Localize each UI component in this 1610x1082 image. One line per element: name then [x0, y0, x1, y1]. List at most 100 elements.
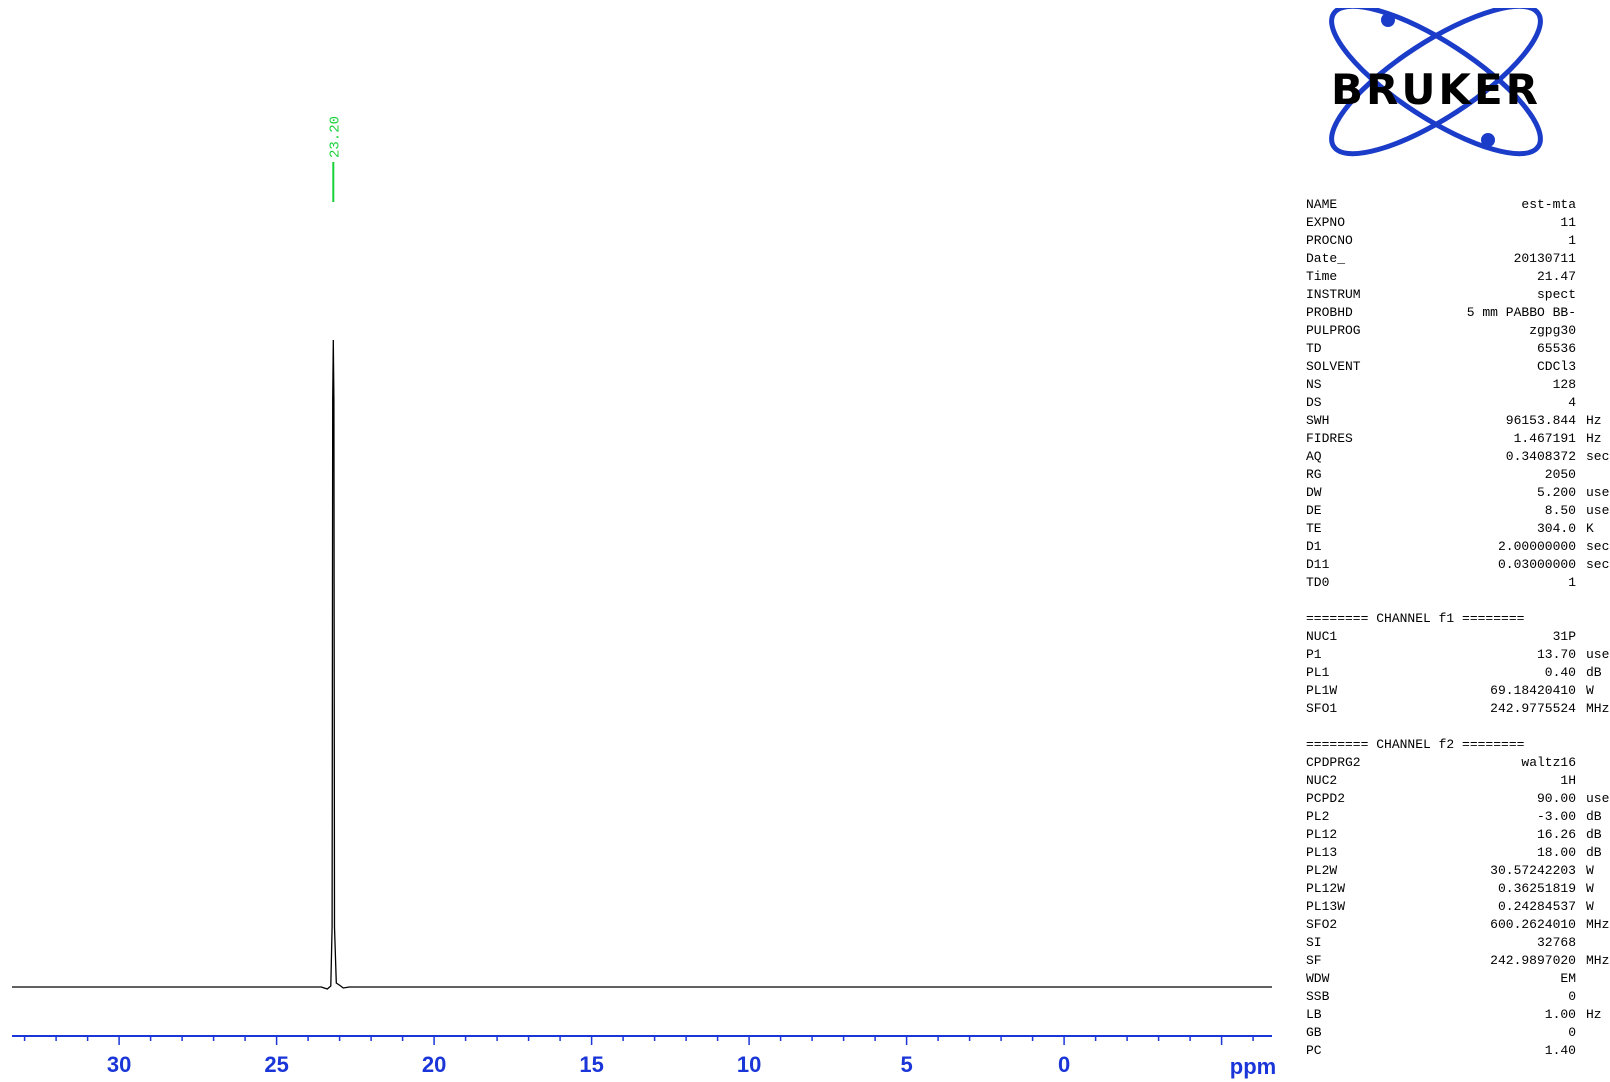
param-value: 0.36251819: [1497, 881, 1576, 896]
param-name: Date_: [1306, 251, 1346, 266]
param-name: PL2W: [1306, 863, 1338, 878]
param-row: SOLVENT CDCl3: [1306, 358, 1610, 376]
param-row: PCPD2 90.00 usec: [1306, 790, 1610, 808]
param-row: NUC1 31P: [1306, 628, 1610, 646]
param-row: CPDPRG2 waltz16: [1306, 754, 1610, 772]
param-value: 0: [1568, 1025, 1576, 1040]
param-value: 5.200: [1536, 485, 1576, 500]
peak-label: 23.20: [327, 116, 343, 158]
param-unit: Hz: [1586, 431, 1602, 446]
param-value: 4: [1568, 395, 1576, 410]
param-name: DS: [1306, 395, 1322, 410]
param-row: FIDRES 1.467191 Hz: [1306, 430, 1610, 448]
param-row: PL12 16.26 dB: [1306, 826, 1610, 844]
param-name: PROCNO: [1306, 233, 1353, 248]
param-value: 16.26: [1536, 827, 1576, 842]
param-value: 21.47: [1536, 269, 1576, 284]
param-name: EXPNO: [1306, 215, 1346, 230]
param-value: 1.00: [1544, 1007, 1576, 1022]
param-value: 11: [1560, 215, 1576, 230]
param-name: SFO2: [1306, 917, 1338, 932]
param-value: 18.00: [1536, 845, 1576, 860]
param-row: P1 13.70 usec: [1306, 646, 1610, 664]
param-row: GB 0: [1306, 1024, 1610, 1042]
param-unit: usec: [1586, 485, 1610, 500]
param-name: SOLVENT: [1306, 359, 1361, 374]
param-unit: K: [1586, 521, 1594, 536]
param-name: PULPROG: [1306, 323, 1361, 338]
param-row: PL12W 0.36251819 W: [1306, 880, 1610, 898]
param-row: PULPROG zgpg30: [1306, 322, 1610, 340]
param-unit: dB: [1586, 845, 1602, 860]
param-name: D11: [1306, 557, 1330, 572]
param-row: NS 128: [1306, 376, 1610, 394]
x-tick-label: 5: [900, 1052, 912, 1077]
param-name: PROBHD: [1306, 305, 1353, 320]
param-value: 304.0: [1536, 521, 1576, 536]
param-name: PL12W: [1306, 881, 1346, 896]
param-value: 0.03000000: [1497, 557, 1576, 572]
param-name: RG: [1306, 467, 1322, 482]
param-name: D1: [1306, 539, 1322, 554]
param-unit: MHz: [1586, 953, 1610, 968]
peak-labels: 23.20: [327, 116, 343, 202]
param-row: DS 4: [1306, 394, 1610, 412]
param-value: 31P: [1552, 629, 1576, 644]
param-value: 96153.844: [1505, 413, 1576, 428]
param-value: 2050: [1544, 467, 1576, 482]
param-value: 90.00: [1536, 791, 1576, 806]
param-name: SF: [1306, 953, 1322, 968]
param-value: 20130711: [1513, 251, 1576, 266]
param-value: 0.3408372: [1505, 449, 1576, 464]
logo-orbit: [1329, 8, 1543, 157]
channel-separator: ======== CHANNEL f2 ========: [1306, 737, 1525, 752]
logo-orbit: [1329, 8, 1543, 157]
param-row: RG 2050: [1306, 466, 1610, 484]
param-name: TD0: [1306, 575, 1330, 590]
param-row: PL13 18.00 dB: [1306, 844, 1610, 862]
param-unit: MHz: [1586, 701, 1610, 716]
param-unit: sec: [1586, 557, 1610, 572]
acquisition-parameters: NAME est-mta EXPNO 11 PROCNO 1 Date_ 20130711 Ti…: [1306, 196, 1610, 1060]
param-name: SFO1: [1306, 701, 1338, 716]
param-value: 600.2624010: [1490, 917, 1576, 932]
param-value: 13.70: [1536, 647, 1576, 662]
param-row: NUC2 1H: [1306, 772, 1610, 790]
param-row: TD 65536: [1306, 340, 1610, 358]
param-unit: Hz: [1586, 413, 1602, 428]
param-row: SSB 0: [1306, 988, 1610, 1006]
param-row: SFO1 242.9775524 MHz: [1306, 700, 1610, 718]
param-name: PL2: [1306, 809, 1330, 824]
param-row: PC 1.40: [1306, 1042, 1610, 1060]
param-name: PC: [1306, 1043, 1322, 1058]
param-row: SI 32768: [1306, 934, 1610, 952]
param-name: NAME: [1306, 197, 1338, 212]
param-name: P1: [1306, 647, 1322, 662]
param-unit: dB: [1586, 665, 1602, 680]
param-value: 69.18420410: [1490, 683, 1576, 698]
param-name: PL13: [1306, 845, 1338, 860]
param-unit: sec: [1586, 539, 1610, 554]
param-name: SSB: [1306, 989, 1330, 1004]
param-value: 2.00000000: [1497, 539, 1576, 554]
ppm-axis: 30 25 20 15 10 5 0 ppm: [12, 1035, 1276, 1079]
param-unit: dB: [1586, 827, 1602, 842]
param-unit: dB: [1586, 809, 1602, 824]
param-row: Time 21.47: [1306, 268, 1610, 286]
param-row: DW 5.200 usec: [1306, 484, 1610, 502]
param-value: 30.57242203: [1490, 863, 1576, 878]
param-unit: W: [1586, 683, 1594, 698]
logo-orbits: [1329, 8, 1543, 157]
param-name: AQ: [1306, 449, 1322, 464]
param-value: est-mta: [1521, 197, 1576, 212]
bruker-logo: BRUKER: [1329, 8, 1543, 157]
channel-separator: ======== CHANNEL f1 ========: [1306, 611, 1525, 626]
param-row: D11 0.03000000 sec: [1306, 556, 1610, 574]
param-name: TD: [1306, 341, 1322, 356]
param-row: WDW EM: [1306, 970, 1610, 988]
param-row: EXPNO 11: [1306, 214, 1610, 232]
param-name: Time: [1306, 269, 1338, 284]
param-value: 5 mm PABBO BB-: [1466, 305, 1576, 320]
x-tick-label: 30: [107, 1052, 131, 1077]
param-row: PROCNO 1: [1306, 232, 1610, 250]
